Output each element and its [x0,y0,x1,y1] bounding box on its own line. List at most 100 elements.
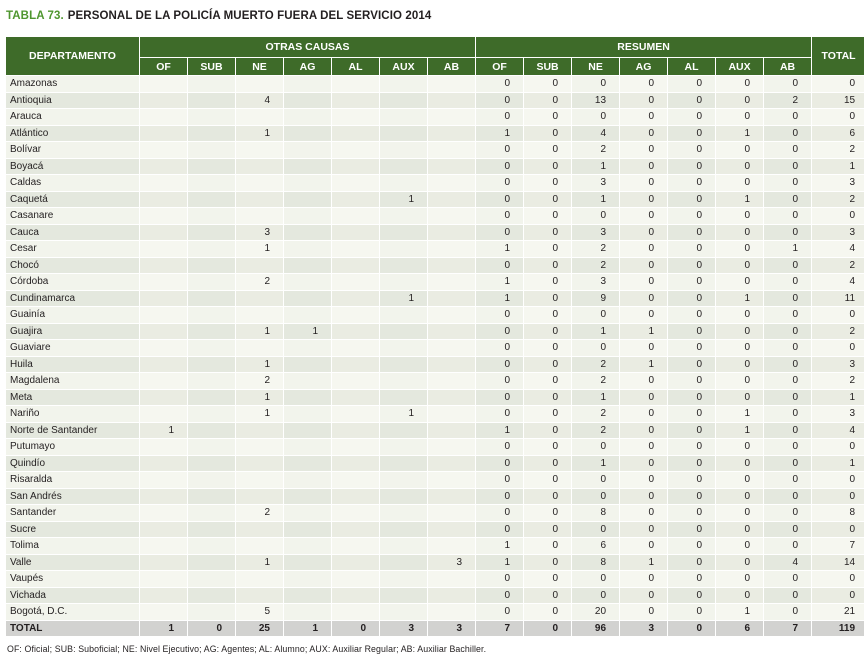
table-cell [187,388,236,406]
table-cell [235,520,284,538]
table-cell: 0 [715,586,765,604]
table-cell: 0 [523,124,573,142]
table-cell [426,570,477,588]
table-cell: 2 [763,91,813,109]
table-cell: 9 [571,289,621,307]
row-label: Cauca [5,223,140,241]
table-cell [187,471,236,489]
subcolumn-header-ab-otras: AB [426,57,477,76]
table-cell: 0 [715,91,765,109]
table-cell [379,240,428,258]
table-cell [426,207,477,225]
table-cell: 0 [619,537,669,555]
table-cell: 0 [715,520,765,538]
table-cell: 1 [283,619,332,637]
table-cell [139,306,188,324]
table-cell: 0 [475,355,525,373]
table-cell [426,586,477,604]
table-cell [283,603,332,621]
table-cell [235,157,284,175]
table-cell [235,438,284,456]
table-cell [426,124,477,142]
table-cell: 1 [235,388,284,406]
table-cell: 0 [667,190,717,208]
table-cell [331,405,380,423]
table-cell: 0 [715,157,765,175]
table-cell: 0 [523,174,573,192]
table-cell: 0 [523,504,573,522]
table-cell: 0 [523,388,573,406]
table-cell: 8 [571,553,621,571]
table-cell: 0 [763,141,813,159]
row-total-cell: 0 [811,586,864,604]
table-cell [331,207,380,225]
table-cell [283,388,332,406]
table-cell: 0 [571,487,621,505]
table-cell: 0 [763,190,813,208]
table-cell: 0 [715,223,765,241]
table-cell [283,504,332,522]
table-cell: 0 [475,570,525,588]
table-cell: 0 [715,75,765,93]
table-cell [283,421,332,439]
table-cell: 0 [619,75,669,93]
table-cell [235,454,284,472]
row-total-cell: 15 [811,91,864,109]
table-cell [139,504,188,522]
table-row: Chocó 0 0 2 0 0 0 0 2 [5,256,864,274]
table-cell [331,322,380,340]
subcolumn-header-sub-otras: SUB [187,57,236,76]
table-cell: 0 [187,619,236,637]
subcolumn-header-ag-resumen: AG [619,57,669,76]
table-cell [283,124,332,142]
row-total-cell: 0 [811,471,864,489]
row-label: Caldas [5,174,140,192]
table-cell [379,421,428,439]
table-cell: 1 [475,240,525,258]
table-cell: 0 [619,124,669,142]
table-cell: 1 [235,124,284,142]
table-cell [379,388,428,406]
table-cell: 0 [571,570,621,588]
table-cell [331,553,380,571]
table-row: Bolívar 0 0 2 0 0 0 0 2 [5,141,864,159]
table-cell: 0 [667,619,717,637]
table-cell [187,322,236,340]
table-cell: 0 [763,289,813,307]
table-cell: 1 [379,405,428,423]
table-cell [331,289,380,307]
row-label: Vichada [5,586,140,604]
table-cell: 0 [667,75,717,93]
table-cell [331,471,380,489]
row-total-cell: 119 [811,619,864,637]
table-cell [187,91,236,109]
table-row: Valle 1 3 1 0 8 1 0 0 4 14 [5,553,864,571]
table-cell [379,553,428,571]
table-cell: 0 [523,372,573,390]
header-group-row: DEPARTAMENTO OTRAS CAUSAS RESUMEN TOTAL [5,36,864,76]
table-cell [283,471,332,489]
row-label: Meta [5,388,140,406]
table-cell: 0 [475,157,525,175]
table-cell [235,108,284,126]
table-cell [235,256,284,274]
table-cell: 0 [475,454,525,472]
row-total-cell: 3 [811,355,864,373]
table-cell [139,124,188,142]
table-cell: 0 [475,306,525,324]
table-cell [187,603,236,621]
table-cell [379,520,428,538]
table-cell: 0 [523,256,573,274]
table-cell: 0 [571,586,621,604]
column-header-departamento: DEPARTAMENTO [5,36,140,76]
table-cell: 0 [763,586,813,604]
table-cell [139,75,188,93]
row-label: Cundinamarca [5,289,140,307]
table-cell: 0 [715,256,765,274]
group-header-otras-causas: OTRAS CAUSAS [138,36,477,58]
table-cell [331,108,380,126]
table-row: Santander 2 0 0 8 0 0 0 0 8 [5,504,864,522]
table-cell: 0 [715,487,765,505]
table-cell [187,586,236,604]
table-row: Atlántico 1 1 0 4 0 0 1 0 6 [5,124,864,142]
